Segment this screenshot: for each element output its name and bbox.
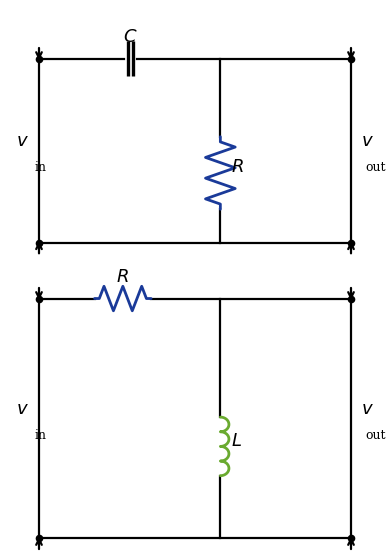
Text: $C$: $C$	[123, 28, 138, 46]
Text: $v$: $v$	[361, 132, 374, 150]
Text: $R$: $R$	[117, 268, 129, 286]
Text: $v$: $v$	[16, 132, 29, 150]
Text: $R$: $R$	[231, 158, 244, 176]
Text: in: in	[34, 161, 46, 174]
Text: $L$: $L$	[231, 432, 242, 450]
Text: out: out	[365, 161, 386, 174]
Text: $v$: $v$	[361, 400, 374, 418]
Text: in: in	[34, 429, 46, 441]
Text: $v$: $v$	[16, 400, 29, 418]
Text: out: out	[365, 429, 386, 441]
